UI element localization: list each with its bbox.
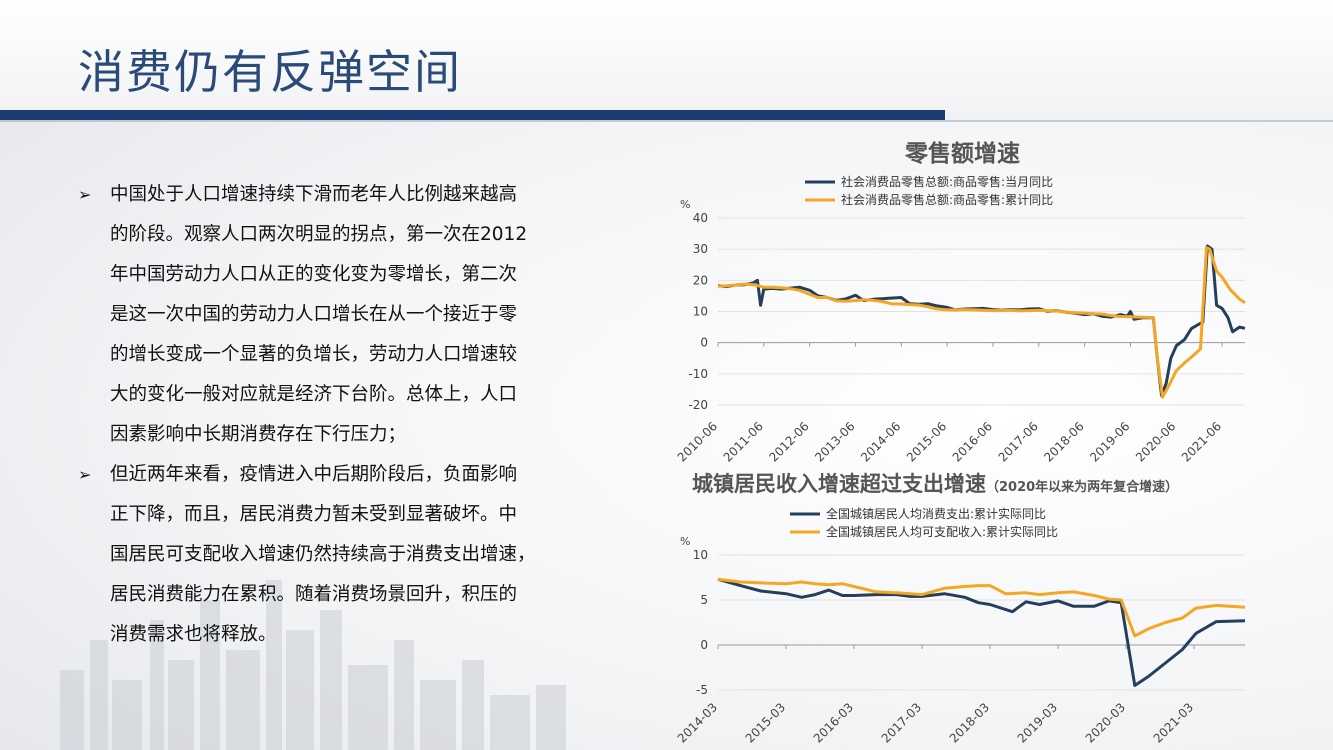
bullet-text-1: 中国处于人口增速持续下滑而老年人比例越来越高 的阶段。观察人口两次明显的拐点，第…	[110, 175, 608, 455]
chart2-title: 城镇居民收入增速超过支出增速（2020年以来为两年复合增速）	[692, 468, 1178, 498]
legend-label: 社会消费品零售总额:商品零售:当月同比	[841, 174, 1053, 189]
arrow-bullet-icon: ➢	[78, 465, 92, 484]
bullet-1-line: 中国处于人口增速持续下滑而老年人比例越来越高	[110, 184, 518, 205]
bullet-1-line: 的阶段。观察人口两次明显的拐点，第一次在2012	[110, 224, 528, 245]
x-tick-label: 2018-06	[1041, 419, 1086, 464]
legend-label: 社会消费品零售总额:商品零售:累计同比	[841, 192, 1053, 207]
y-tick-label: 10	[693, 548, 708, 562]
y-tick-label: 10	[693, 305, 708, 319]
bullet-1-line: 年中国劳动力人口从正的变化变为零增长，第二次	[110, 264, 518, 285]
title-underline-bar	[0, 110, 945, 120]
y-tick-label: -5	[696, 683, 708, 697]
y-tick-label: 20	[693, 273, 708, 287]
x-tick-label: 2021-06	[1179, 419, 1224, 464]
y-tick-label: -10	[688, 367, 708, 381]
x-tick-label: 2011-06	[721, 419, 766, 464]
bullet-2-line: 居民消费能力在累积。随着消费场景回升，积压的	[110, 584, 518, 605]
chart1-title: 零售额增速	[905, 141, 1020, 167]
series-line	[717, 246, 1246, 399]
x-tick-label: 2014-06	[858, 419, 903, 464]
city-skyline-decoration	[60, 580, 566, 750]
y-tick-label: -20	[688, 398, 708, 412]
bullet-2-line: 消费需求也将释放。	[110, 624, 277, 645]
y-tick-label: 30	[693, 242, 708, 256]
bullet-1-line: 是这一次中国的劳动力人口增长在从一个接近于零	[110, 304, 518, 325]
x-tick-label: 2015-06	[904, 419, 949, 464]
bullet-item-2: ➢ 但近两年来看，疫情进入中后期阶段后，负面影响 正下降，而且，居民消费力暂未受…	[78, 455, 608, 655]
bullet-list: ➢ 中国处于人口增速持续下滑而老年人比例越来越高 的阶段。观察人口两次明显的拐点…	[78, 175, 608, 655]
header-band	[0, 0, 1333, 120]
bullet-item-1: ➢ 中国处于人口增速持续下滑而老年人比例越来越高 的阶段。观察人口两次明显的拐点…	[78, 175, 608, 455]
x-tick-label: 2020-03	[1083, 700, 1128, 745]
series-line	[717, 244, 1246, 398]
x-tick-label: 2014-03	[675, 700, 720, 745]
bullet-2-line: 但近两年来看，疫情进入中后期阶段后，负面影响	[110, 464, 518, 485]
x-tick-label: 2019-06	[1087, 419, 1132, 464]
y-tick-label: 40	[693, 211, 708, 225]
y-tick-label: 0	[700, 638, 708, 652]
x-tick-label: 2012-06	[766, 419, 811, 464]
series-line	[717, 577, 1246, 638]
series-line	[717, 577, 1246, 687]
bullet-text-2: 但近两年来看，疫情进入中后期阶段后，负面影响 正下降，而且，居民消费力暂未受到显…	[110, 455, 608, 655]
y-axis-label: %	[680, 198, 690, 211]
legend-label: 全国城镇居民人均可支配收入:累计实际同比	[826, 524, 1058, 539]
chart2-income-vs-spending: 全国城镇居民人均消费支出:累计实际同比全国城镇居民人均可支配收入:累计实际同比%…	[675, 506, 1246, 746]
y-axis-label: %	[680, 535, 690, 548]
x-tick-label: 2018-03	[947, 700, 992, 745]
x-tick-label: 2017-06	[996, 419, 1041, 464]
legend-label: 全国城镇居民人均消费支出:累计实际同比	[826, 506, 1046, 521]
x-tick-label: 2015-03	[743, 700, 788, 745]
chart1-retail-sales: 社会消费品零售总额:商品零售:当月同比社会消费品零售总额:商品零售:累计同比%4…	[675, 174, 1246, 465]
x-tick-label: 2016-06	[950, 419, 995, 464]
y-tick-label: 5	[700, 593, 708, 607]
bullet-1-line: 因素影响中长期消费存在下行压力；	[110, 424, 407, 445]
x-tick-label: 2013-06	[812, 419, 857, 464]
x-tick-label: 2016-03	[811, 700, 856, 745]
y-tick-label: 0	[700, 336, 708, 350]
x-tick-label: 2019-03	[1015, 700, 1060, 745]
bullet-2-line: 国居民可支配收入增速仍然持续高于消费支出增速，	[110, 544, 536, 565]
x-tick-label: 2010-06	[675, 419, 720, 464]
x-tick-label: 2017-03	[879, 700, 924, 745]
x-tick-label: 2021-03	[1151, 700, 1196, 745]
chart2-subtitle: （2020年以来为两年复合增速）	[986, 480, 1179, 495]
bullet-2-line: 正下降，而且，居民消费力暂未受到显著破坏。中	[110, 504, 518, 525]
title-divider	[0, 120, 1333, 122]
arrow-bullet-icon: ➢	[78, 185, 92, 204]
chart2-title-text: 城镇居民收入增速超过支出增速	[692, 472, 986, 496]
x-tick-label: 2020-06	[1133, 419, 1178, 464]
bullet-1-line: 大的变化一般对应就是经济下台阶。总体上，人口	[110, 384, 518, 405]
bullet-1-line: 的增长变成一个显著的负增长，劳动力人口增速较	[110, 344, 518, 365]
page-title: 消费仍有反弹空间	[78, 45, 462, 99]
